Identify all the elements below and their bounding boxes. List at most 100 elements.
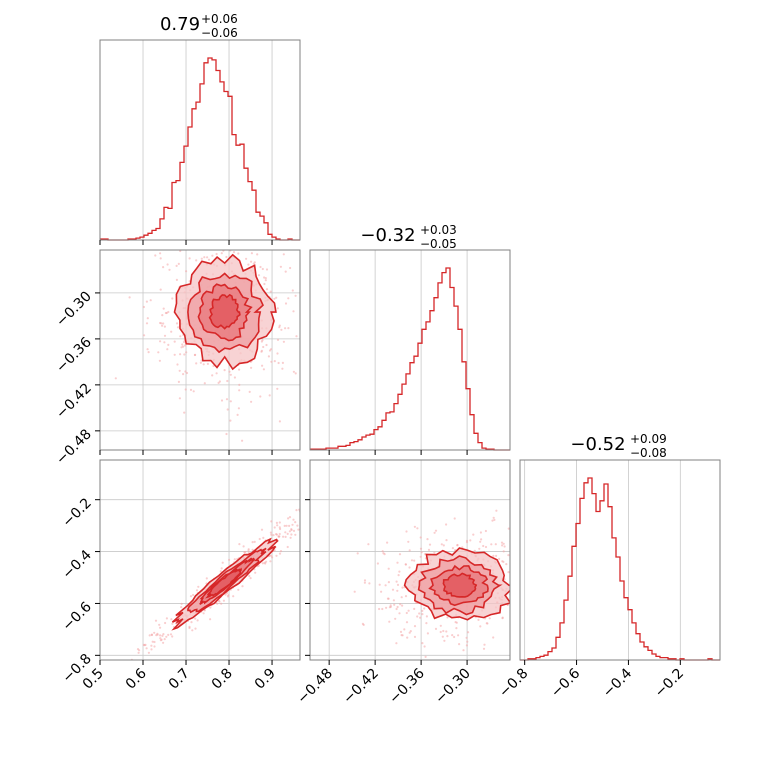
density-0-1-sample [278,420,281,423]
density-0-1-sample [173,353,176,356]
density-0-1-sample [276,352,279,355]
density-1-2-sample [479,625,482,628]
density-1-2-sample [404,563,407,566]
title-err-plus-0: +0.06 [201,12,238,26]
density-0-1-sample [280,328,283,331]
density-0-2-sample [194,617,197,620]
density-1-2-sample [527,569,529,571]
density-1-2-sample [416,527,419,530]
density-0-2-sample [118,664,120,666]
density-0-2-sample [286,545,289,549]
density-1-2-sample [397,574,400,577]
density-0-2-sample [222,599,225,602]
density-1-2-sample [423,607,426,610]
density-1-2-sample [465,644,468,647]
density-0-1-sample [220,399,224,402]
title-param-2: −0.52 +0.09 −0.08 [570,432,666,460]
density-0-2-grid [99,460,300,660]
density-1-2-yaxis [305,499,310,656]
density-0-1-sample [146,317,149,320]
density-0-1-sample [159,340,162,343]
density-0-1-frame [99,249,301,451]
density-0-2-sample [209,618,212,621]
density-0-2-sample [334,485,336,487]
density-0-2-sample [316,510,318,512]
density-0-1-sample [185,270,188,273]
hist-0-xaxis [99,240,273,245]
density-0-2-sample [195,589,199,592]
density-0-1-sample [171,297,174,300]
density-1-2-sample [434,529,438,532]
density-0-1-sample [177,380,180,383]
density-1-2-sample [395,607,398,611]
density-0-2-sample [106,688,108,690]
density-0-1-sample [175,322,179,325]
density-0-2-sample [247,551,250,554]
density-0-1-sample [291,289,294,292]
density-1-2-sample [427,548,431,552]
density-1-2-frame [309,459,511,661]
density-1-2-sample [526,594,528,596]
density-0-1-sample [322,336,324,338]
density-1-2-sample [477,618,480,622]
density-1-2-sample [532,617,534,619]
density-1-2-sample [401,586,404,589]
hist-1-frame [309,249,511,451]
density-1-2-sample [492,516,495,519]
density-0-2-sample [291,523,294,526]
density-1-2-sample [419,555,422,558]
density-0-2-sample [165,617,168,620]
density-1-2-sample [405,611,408,615]
density-0-1-layer [114,212,339,442]
density-0-1-sample [261,364,264,367]
density-1-2-sample [408,549,411,552]
density-0-2-sample [247,549,250,552]
density-0-1-sample [289,212,291,214]
density-1-2-sample [514,560,516,562]
density-0-1-sample [210,245,212,247]
density-0-1-sample [185,351,188,354]
density-1-2-sample [501,616,504,619]
density-1-2-sample [492,554,495,558]
density-0-2-sample [209,606,212,609]
density-0-1-sample [260,349,263,352]
density-0-1-sample [289,266,292,270]
density-0-1-sample [159,288,162,291]
density-0-1-sample [287,327,290,330]
density-0-1-sample [268,349,272,352]
density-0-1-sample [195,259,198,262]
density-1-2-sample [367,543,370,546]
density-0-1-sample [200,257,203,260]
density-1-2-xtick-label-2: −0.36 [386,665,428,707]
density-0-1-sample [182,340,186,344]
density-0-2-sample [241,585,244,588]
density-0-2-sample [314,507,316,509]
density-1-2-sample [552,557,554,559]
density-1-2-sample [445,539,448,542]
density-1-2-sample [531,628,533,630]
density-0-1-sample [175,278,178,281]
density-0-2-sample [307,508,309,510]
density-1-2-sample [439,630,442,634]
density-1-2-sample [392,599,395,602]
density-1-2-sample [510,547,512,549]
density-0-1-sample [337,375,339,377]
density-1-2-sample [455,627,458,630]
density-1-2-sample [550,586,552,588]
density-1-2-sample [387,567,390,570]
density-1-2-sample [498,557,501,561]
density-0-1-sample [237,252,240,255]
density-0-2-sample [220,567,223,570]
density-0-2-sample [159,639,162,642]
density-1-2-sample [484,529,487,533]
density-0-1-sample [282,340,285,343]
density-0-2-sample [276,524,279,527]
density-0-2-sample [288,524,291,528]
density-0-2-sample [270,520,273,523]
density-1-2-sample [533,581,535,583]
density-1-2-sample [404,595,408,598]
density-0-1-sample [166,263,169,266]
density-0-1-sample [270,360,273,363]
density-0-1-sample [211,374,214,377]
density-0-2-sample [221,561,224,564]
